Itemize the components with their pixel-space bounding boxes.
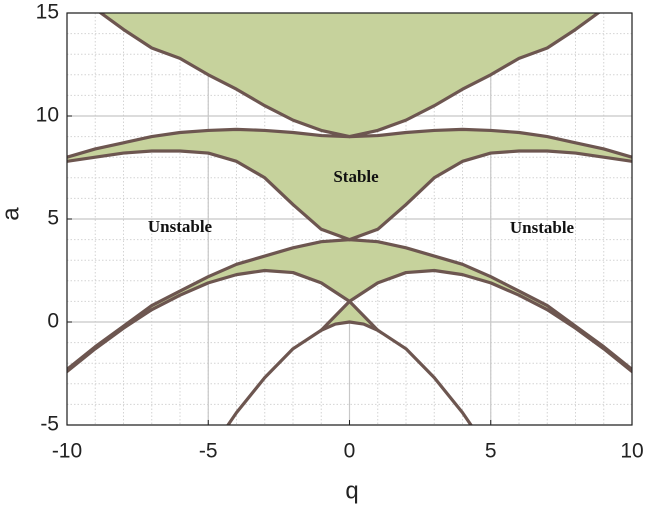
boundary-curve [67,238,632,371]
boundary-curve [67,127,632,159]
x-tick-label: 10 [620,440,643,463]
y-tick-label: 10 [36,104,59,127]
y-axis-label: a [0,207,24,221]
x-tick-label: 5 [485,440,497,463]
stable-region [67,239,632,372]
annotation: Unstable [148,217,213,236]
annotation: Unstable [510,218,575,237]
stable-region [67,129,632,240]
annotation: Stable [333,167,379,186]
stable-region [67,13,632,137]
y-tick-label: 5 [47,207,59,230]
y-tick-label: -5 [40,413,59,436]
x-tick-label: 0 [344,440,356,463]
curves [67,13,632,425]
y-tick-label: 0 [47,310,59,333]
x-tick-label: -10 [52,440,82,463]
boundary-curve [226,268,632,425]
ticks: -10 -5 0 5 10 -5 0 5 10 15 [36,1,644,463]
x-axis-label: q [345,477,358,504]
boundary-curve [67,268,473,425]
boundary-curve [319,320,380,332]
y-tick-label: 15 [36,1,59,24]
x-tick-label: -5 [199,440,218,463]
